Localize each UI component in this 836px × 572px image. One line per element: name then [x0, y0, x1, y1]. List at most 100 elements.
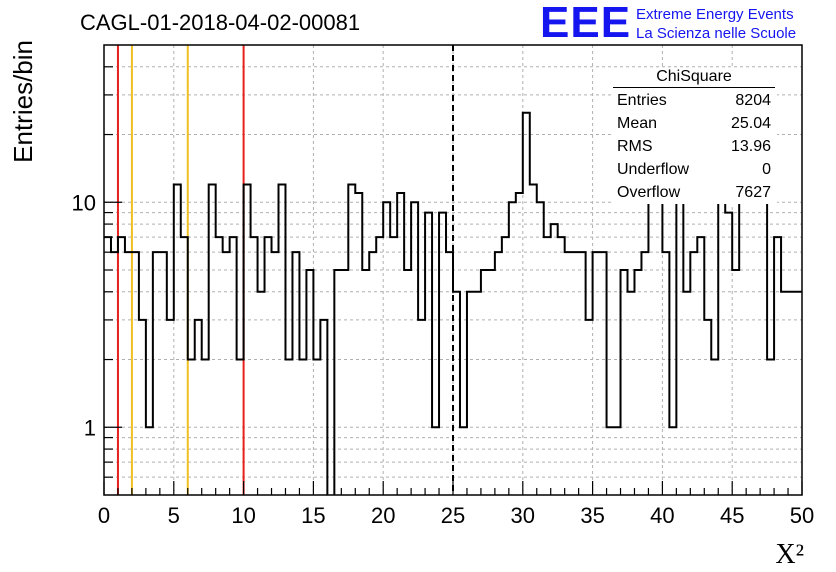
- histogram-bin: [355, 193, 362, 495]
- histogram-bin: [244, 184, 251, 495]
- histogram-bin: [648, 184, 655, 495]
- histogram-bin: [481, 270, 488, 495]
- histogram-bin: [760, 202, 767, 495]
- logo-mark: EEE: [540, 0, 632, 47]
- stats-value: 0: [762, 161, 771, 178]
- histogram-bin: [495, 252, 502, 495]
- stats-row-entries: Entries 8204: [611, 89, 777, 112]
- histogram-bin: [439, 213, 446, 495]
- stats-row-underflow: Underflow 0: [611, 158, 777, 181]
- histogram-bin: [704, 320, 711, 495]
- stats-label: Underflow: [617, 161, 690, 178]
- histogram-bin: [641, 252, 648, 495]
- histogram-bin: [530, 184, 537, 495]
- histogram-bin: [376, 237, 383, 495]
- y-tick-label: 10: [72, 190, 96, 215]
- stats-value: 7627: [735, 184, 771, 201]
- histogram-bin: [593, 252, 600, 495]
- histogram-bin: [607, 427, 614, 495]
- stats-row-rms: RMS 13.96: [611, 135, 777, 158]
- histogram-bin: [516, 193, 523, 495]
- histogram-bin: [125, 252, 132, 495]
- histogram-bin: [676, 202, 683, 495]
- x-tick-label: 35: [580, 503, 604, 528]
- histogram-bin: [621, 270, 628, 495]
- logo-line-2: La Scienza nelle Scuole: [636, 25, 797, 42]
- histogram-bin: [237, 360, 244, 495]
- y-axis-label: Entries/bin: [8, 40, 38, 163]
- histogram-bin: [202, 360, 209, 495]
- histogram-bin: [320, 320, 327, 495]
- stats-box: ChiSquare Entries 8204 Mean 25.04 RMS 13…: [611, 68, 777, 204]
- histogram-bin: [306, 270, 313, 495]
- histogram-bin: [146, 427, 153, 495]
- histogram-bin: [118, 237, 125, 495]
- x-tick-label: 45: [720, 503, 744, 528]
- histogram-bin: [341, 270, 348, 495]
- stats-label: Entries: [617, 92, 667, 109]
- histogram-bin: [425, 213, 432, 495]
- histogram-bin: [655, 202, 662, 495]
- histogram-bin: [195, 320, 202, 495]
- histogram-bin: [272, 252, 279, 495]
- histogram-bin: [795, 292, 802, 495]
- histogram-bin: [697, 237, 704, 495]
- x-tick-label: 30: [511, 503, 535, 528]
- histogram-bin: [258, 292, 265, 495]
- histogram-bin: [467, 292, 474, 495]
- histogram-bin: [509, 202, 516, 495]
- histogram-bin: [579, 252, 586, 495]
- histogram-bin: [718, 184, 725, 495]
- stats-value: 13.96: [730, 138, 771, 155]
- histogram-bin: [432, 427, 439, 495]
- histogram-bin: [369, 252, 376, 495]
- histogram-bin: [746, 202, 753, 495]
- histogram-bin: [474, 292, 481, 495]
- histogram-bin: [390, 237, 397, 495]
- histogram-bin: [558, 237, 565, 495]
- x-tick-label: 10: [231, 503, 255, 528]
- histogram-bin: [251, 237, 258, 495]
- histogram-bin: [586, 320, 593, 495]
- histogram-bin: [628, 292, 635, 495]
- y-axis: 1 10: [72, 66, 122, 478]
- histogram-bin: [739, 184, 746, 495]
- y-tick-label: 1: [84, 415, 96, 440]
- histogram-bin: [460, 427, 467, 495]
- histogram-bin: [781, 292, 788, 495]
- stats-title: ChiSquare: [613, 68, 775, 88]
- histogram-series: [104, 111, 802, 495]
- stats-label: Mean: [617, 115, 658, 132]
- stats-row-mean: Mean 25.04: [611, 112, 777, 135]
- histogram-bin: [767, 360, 774, 495]
- histogram-bin: [216, 237, 223, 495]
- x-tick-label: 40: [650, 503, 674, 528]
- histogram-bin: [774, 237, 781, 495]
- histogram-bin: [188, 360, 195, 495]
- histogram-bin: [230, 237, 237, 495]
- histogram-bin: [167, 320, 174, 495]
- x-tick-label: 50: [790, 503, 814, 528]
- histogram-bin: [153, 252, 160, 495]
- histogram-bin: [669, 427, 676, 495]
- stats-label: Overflow: [617, 184, 681, 201]
- plot-title: CAGL-01-2018-04-02-00081: [80, 10, 361, 35]
- histogram-bin: [160, 252, 167, 495]
- histogram-bin: [181, 237, 188, 495]
- histogram-bin: [334, 270, 341, 495]
- histogram-bin: [488, 270, 495, 495]
- histogram-bin: [139, 320, 146, 495]
- histogram-bin: [537, 202, 544, 495]
- stats-value: 25.04: [730, 115, 771, 132]
- histogram-bin: [446, 252, 453, 495]
- histogram-bin: [279, 184, 286, 495]
- histogram-bin: [397, 193, 404, 495]
- histogram-bin: [292, 252, 299, 495]
- histogram-outline: [104, 111, 802, 495]
- histogram-bin: [662, 252, 669, 495]
- histogram-bin: [348, 184, 355, 495]
- histogram-bin: [725, 213, 732, 495]
- x-tick-label: 25: [441, 503, 465, 528]
- histogram-bin: [132, 252, 139, 495]
- histogram-bin: [683, 292, 690, 495]
